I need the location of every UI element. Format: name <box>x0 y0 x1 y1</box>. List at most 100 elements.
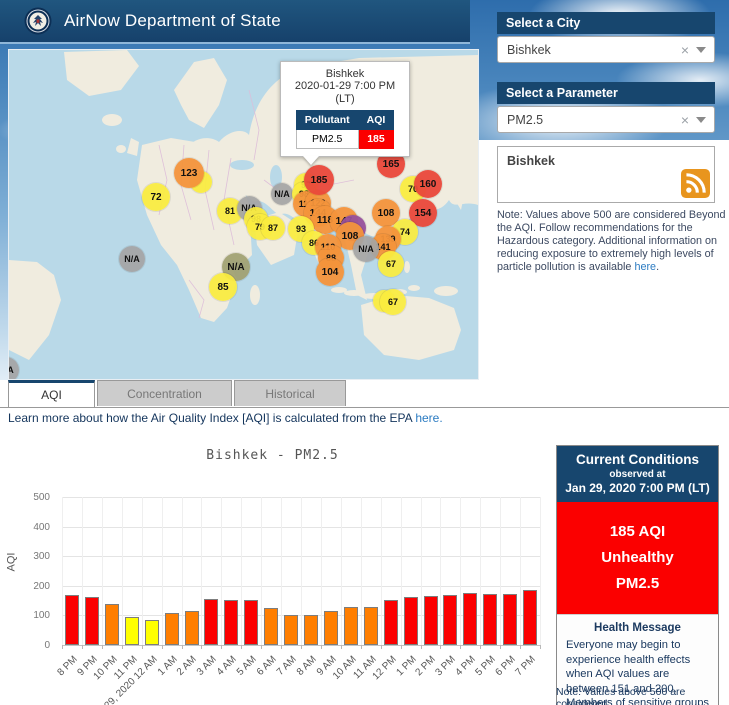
observed-at-label: observed at <box>609 469 666 480</box>
chart-axis-tick <box>101 645 103 649</box>
chart-x-tick-label: 7 AM <box>274 654 299 678</box>
select-city-header: Select a City <box>497 12 715 34</box>
chevron-down-icon[interactable] <box>696 46 706 53</box>
popup-col-aqi: AQI <box>357 110 395 130</box>
chart-x-tick-label: 4 PM <box>453 654 479 679</box>
current-conditions-header: Current Conditions observed at Jan 29, 2… <box>557 446 718 502</box>
aqi-map-bubble[interactable]: N/A <box>271 183 293 205</box>
chart-axis-tick <box>241 645 243 649</box>
health-message-title: Health Message <box>594 622 681 634</box>
aqi-map-bubble[interactable]: 108 <box>372 199 400 227</box>
chart-gridline <box>261 497 263 645</box>
tab-aqi[interactable]: AQI <box>8 380 95 407</box>
chart-bar <box>284 614 299 645</box>
aqi-map-bubble[interactable]: N/A <box>353 236 379 262</box>
parameter-select[interactable]: PM2.5 × <box>497 106 715 133</box>
chart-gridline <box>320 497 322 645</box>
aqi-value: 185 AQI <box>609 523 666 540</box>
chart-y-tick-label: 300 <box>33 551 50 563</box>
chart-bar <box>264 608 279 645</box>
chart-bar <box>503 594 518 645</box>
popup-city: Bishkek <box>325 68 365 80</box>
chart-axis-tick <box>400 645 402 649</box>
rss-icon[interactable] <box>681 169 710 198</box>
chart-y-tick-label: 0 <box>44 640 50 651</box>
chart-bar <box>323 610 338 645</box>
chart-gridline <box>360 497 362 645</box>
aqi-map-bubble[interactable]: N/A <box>9 357 19 379</box>
chart-bar <box>483 594 498 645</box>
chart-axis-tick <box>380 645 382 649</box>
chart-x-tick-label: 1 PM <box>394 654 419 679</box>
health-message-box: Health Message Everyone may begin to exp… <box>557 614 718 705</box>
aqi-map-bubble[interactable]: 185 <box>304 165 334 195</box>
aqi-map-bubble[interactable]: 104 <box>316 258 344 286</box>
chart-axis-tick <box>540 645 541 649</box>
aqi-map-bubble[interactable]: 72 <box>142 183 170 211</box>
chart-bar <box>403 596 418 645</box>
aqi-map-bubble[interactable]: 85 <box>209 273 237 301</box>
chart-axis-tick <box>520 645 522 649</box>
chart-x-tick-label: 6 AM <box>255 654 279 678</box>
app-header: AirNow Department of State <box>0 0 470 44</box>
chart-gridline <box>520 497 522 645</box>
sidebar-note-text: Note: Values above 500 are considered Be… <box>497 209 726 273</box>
chart-x-tick-label: 8 AM <box>294 654 319 678</box>
chart-axis-tick <box>420 645 422 649</box>
city-select[interactable]: Bishkek × <box>497 36 715 63</box>
chart-title: Bishkek - PM2.5 <box>206 448 339 463</box>
world-map[interactable]: 1237281N/AN/A987987979811212218514411814… <box>8 49 479 380</box>
aqi-map-bubble[interactable]: 67 <box>378 251 404 277</box>
aqi-map-bubble[interactable]: 160 <box>414 170 442 198</box>
chart-bar <box>124 617 139 645</box>
chart-bar <box>363 607 378 645</box>
aqi-map-bubble[interactable]: N/A <box>119 246 145 272</box>
chart-bar <box>383 600 398 645</box>
clear-parameter-icon[interactable]: × <box>680 111 689 128</box>
learn-more-link[interactable]: here. <box>415 411 443 425</box>
chart-gridline <box>201 497 203 645</box>
chart-axis-tick <box>261 645 263 649</box>
tab-concentration[interactable]: Concentration <box>97 380 232 406</box>
aqi-map-bubble[interactable]: 67 <box>380 289 406 315</box>
chart-bar <box>104 604 119 645</box>
chart-y-tick-label: 100 <box>33 610 50 622</box>
tab-historical[interactable]: Historical <box>234 380 346 406</box>
popup-pointer <box>303 156 319 165</box>
feed-city-label: Bishkek <box>507 154 555 168</box>
chart-gridline <box>480 497 482 645</box>
sidebar-note-link[interactable]: here <box>634 261 657 273</box>
city-select-value: Bishkek <box>507 42 551 57</box>
popup-col-pollutant: Pollutant <box>295 110 359 130</box>
chart-y-tick-label: 500 <box>33 492 50 503</box>
chart-gridline <box>420 497 422 645</box>
aqi-status-block: 185 AQI Unhealthy PM2.5 <box>557 502 718 614</box>
current-conditions-title: Current Conditions <box>576 452 699 467</box>
chart-axis-tick <box>221 645 223 649</box>
chart-bar <box>423 596 438 645</box>
chart-x-tick-label: 5 AM <box>235 654 259 678</box>
chart-axis-tick <box>141 645 143 649</box>
chart-axis-tick <box>201 645 203 649</box>
sidebar-note-suffix: . <box>656 261 660 273</box>
chart-bar <box>224 600 239 645</box>
clear-city-icon[interactable]: × <box>680 41 689 58</box>
aqi-map-bubble[interactable]: 123 <box>174 158 204 188</box>
chart-axis-tick <box>81 645 83 649</box>
chevron-down-icon[interactable] <box>696 116 706 123</box>
chart-x-tick-label: 4 AM <box>215 654 240 678</box>
chart-bar <box>463 593 478 645</box>
chart-gridline <box>101 497 103 645</box>
city-feed-box: Bishkek <box>497 146 715 203</box>
chart-gridline <box>181 497 183 645</box>
chart-gridline <box>540 497 541 645</box>
chart-bar <box>204 598 219 645</box>
observed-time: Jan 29, 2020 7:00 PM (LT) <box>565 481 710 495</box>
chart-bar <box>304 614 318 645</box>
aqi-map-bubble[interactable]: 87 <box>261 216 285 240</box>
health-message-text: Everyone may begin to experience health … <box>566 639 710 705</box>
tab-bar: AQI Concentration Historical <box>0 380 729 408</box>
chart-x-tick-label: 6 PM <box>493 654 518 679</box>
chart-x-tick-label: 3 AM <box>195 654 220 678</box>
chart-x-tick-label: 1 AM <box>155 654 180 678</box>
